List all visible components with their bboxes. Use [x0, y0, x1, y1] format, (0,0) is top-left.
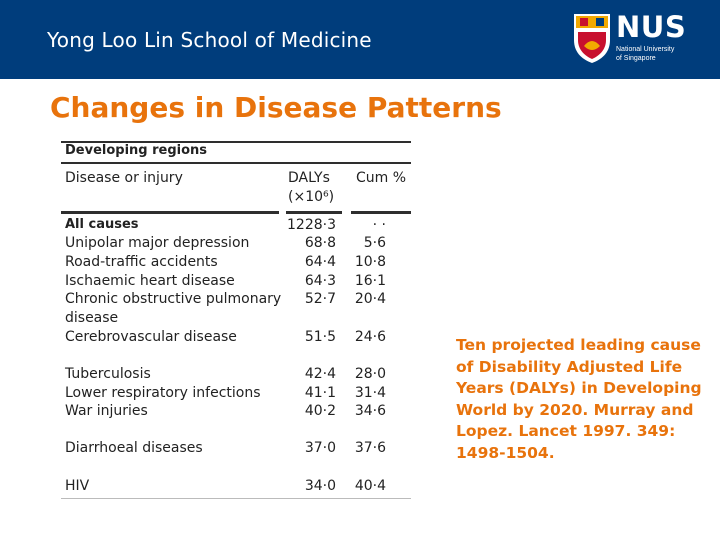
row-all-causes-dalys: 1228·3	[287, 217, 336, 233]
row-2-dalys: 64·4	[304, 254, 336, 270]
row-9-dalys: 37·0	[304, 440, 336, 456]
row-7-dalys: 41·1	[304, 385, 336, 401]
row-7-disease: Lower respiratory infections	[65, 385, 261, 401]
logo-subtitle: National University of Singapore	[616, 45, 674, 63]
row-3-cum: 16·1	[354, 273, 386, 289]
row-8-cum: 34·6	[354, 403, 386, 419]
col-header-cum: Cum %	[356, 170, 407, 186]
row-2-disease: Road-traffic accidents	[65, 254, 218, 270]
row-10-cum: 40·4	[354, 478, 386, 494]
row-5-disease: Cerebrovascular disease	[65, 329, 237, 345]
header-rule-cum	[351, 211, 411, 214]
row-4-dalys: 52·7	[304, 291, 336, 307]
row-4-disease-cont: disease	[65, 310, 119, 326]
col-header-disease: Disease or injury	[65, 170, 183, 186]
slide-title: Changes in Disease Patterns	[50, 91, 502, 124]
nus-logo: NUS National University of Singapore	[568, 10, 708, 68]
header-bar: Yong Loo Lin School of Medicine NUS Nati…	[0, 0, 720, 79]
row-5-dalys: 51·5	[304, 329, 336, 345]
row-8-disease: War injuries	[65, 403, 148, 419]
row-3-dalys: 64·3	[304, 273, 336, 289]
row-8-dalys: 40·2	[304, 403, 336, 419]
row-9-cum: 37·6	[354, 440, 386, 456]
slide-caption: Ten projected leading cause of Disabilit…	[456, 336, 702, 462]
logo-subtitle-line-1: National University	[616, 46, 675, 53]
row-9-disease: Diarrhoeal diseases	[65, 440, 203, 456]
header-rule-dalys	[286, 211, 342, 214]
section-rule	[61, 162, 411, 164]
row-1-cum: 5·6	[363, 235, 386, 251]
row-all-causes-disease: All causes	[65, 217, 139, 232]
logo-subtitle-line-2: of Singapore	[616, 55, 656, 62]
row-2-cum: 10·8	[354, 254, 386, 270]
school-name: Yong Loo Lin School of Medicine	[47, 28, 372, 52]
row-4-cum: 20·4	[354, 291, 386, 307]
table-bottom-rule	[61, 498, 411, 499]
crest-icon	[574, 14, 610, 63]
table-top-rule	[61, 141, 411, 143]
row-10-disease: HIV	[65, 478, 90, 494]
row-6-disease: Tuberculosis	[65, 366, 151, 382]
row-6-dalys: 42·4	[304, 366, 336, 382]
row-10-dalys: 34·0	[304, 478, 336, 494]
row-6-cum: 28·0	[354, 366, 386, 382]
header-rule-disease	[61, 211, 279, 214]
row-all-causes-cum: · ·	[372, 217, 386, 233]
row-7-cum: 31·4	[354, 385, 386, 401]
row-1-dalys: 68·8	[304, 235, 336, 251]
row-3-disease: Ischaemic heart disease	[65, 273, 235, 289]
dalys-table: Developing regions Disease or injury DAL…	[58, 138, 414, 500]
table-section-heading: Developing regions	[65, 143, 208, 158]
logo-wordmark: NUS	[616, 10, 687, 44]
col-header-dalys: DALYs	[288, 170, 330, 186]
row-1-disease: Unipolar major depression	[65, 235, 250, 251]
row-4-disease: Chronic obstructive pulmonary	[65, 291, 282, 307]
col-header-dalys-unit: (×10⁶)	[288, 189, 335, 205]
row-5-cum: 24·6	[354, 329, 386, 345]
